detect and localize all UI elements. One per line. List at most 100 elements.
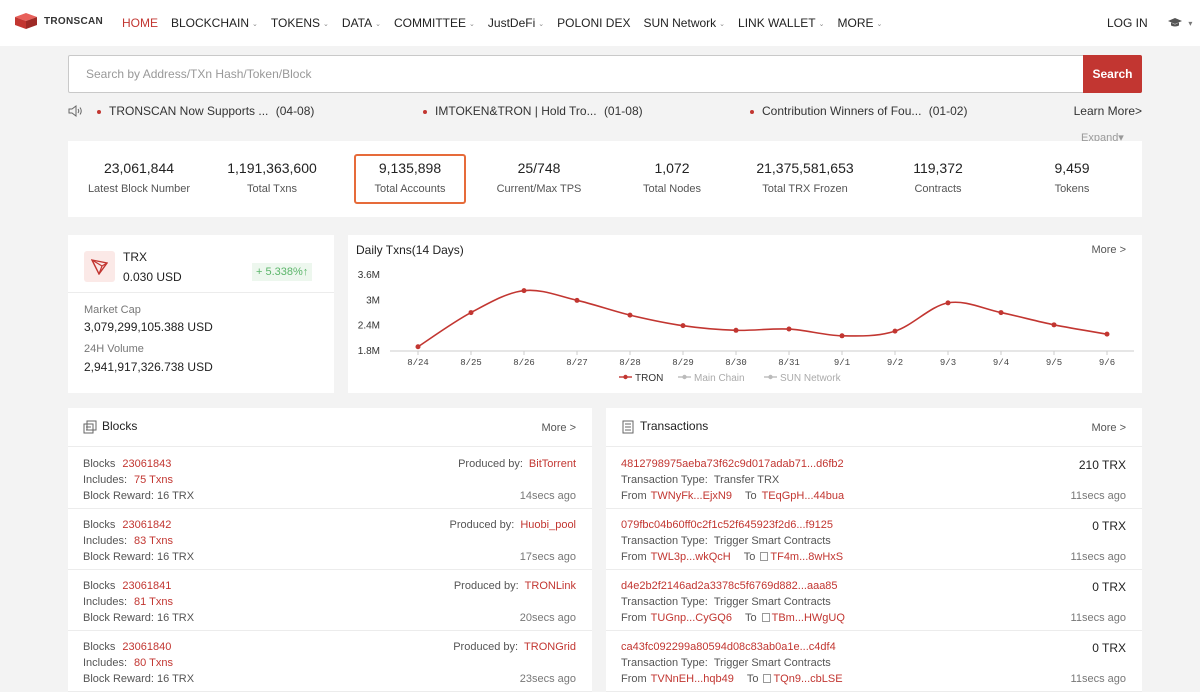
from-address-link[interactable]: TUGnp...CyGQ6 — [650, 612, 732, 624]
block-row[interactable]: Blocks 23061843 Includes: 75 Txns Block Rewa… — [68, 448, 592, 509]
chevron-down-icon: ▾ — [1188, 19, 1193, 28]
data-point[interactable] — [574, 297, 580, 303]
stat-tps[interactable]: 25/748 Current/Max TPS — [483, 154, 595, 204]
nav-item-tokens[interactable]: TOKENS ⌄ — [271, 16, 329, 30]
block-number-link[interactable]: 23061840 — [122, 641, 172, 653]
block-producer-link[interactable]: TRONLink — [524, 580, 576, 592]
data-point[interactable] — [998, 310, 1004, 316]
block-number-link[interactable]: 23061841 — [122, 580, 172, 592]
x-tick-label: 8/26 — [513, 358, 535, 368]
from-address-link[interactable]: TVNnEH...hqb49 — [650, 673, 734, 685]
data-point[interactable] — [1104, 331, 1110, 337]
legend-label[interactable]: Main Chain — [694, 373, 745, 384]
transaction-type: Transfer TRX — [713, 474, 780, 486]
nav-item-link-wallet[interactable]: LINK WALLET ⌄ — [738, 16, 824, 30]
block-txns-link[interactable]: 83 Txns — [134, 535, 173, 547]
stat-latest-block[interactable]: 23,061,844 Latest Block Number — [83, 154, 195, 204]
block-number-line: Blocks 23061840 — [83, 641, 171, 653]
transaction-row[interactable]: 4812798975aeba73f62c9d017adab71...d6fb2 T… — [606, 448, 1142, 509]
chart-more-link[interactable]: More > — [1091, 244, 1126, 256]
nav-item-data[interactable]: DATA ⌄ — [342, 16, 381, 30]
news-item[interactable]: TRONSCAN Now Supports ... (04-08) — [97, 104, 314, 118]
daily-txns-card: Daily Txns(14 Days) More > 1.8M 2.4M 3M 3.6… — [348, 235, 1142, 393]
block-number-line: Blocks 23061841 — [83, 580, 171, 592]
search-input[interactable] — [69, 56, 1084, 92]
learn-more-link[interactable]: Learn More> — [1073, 104, 1142, 118]
from-address-link[interactable]: TWL3p...wkQcH — [650, 551, 731, 563]
stat-contracts[interactable]: 119,372 Contracts — [882, 154, 994, 204]
stat-total-nodes[interactable]: 1,072 Total Nodes — [616, 154, 728, 204]
price-change-badge: + 5.338%↑ — [252, 263, 313, 281]
transaction-age: 11secs ago — [1070, 673, 1126, 685]
to-address-link[interactable]: TF4m...8wHxS — [760, 551, 843, 563]
data-point[interactable] — [1051, 322, 1057, 328]
data-point[interactable] — [839, 333, 845, 339]
stat-total-accounts[interactable]: 9,135,898 Total Accounts — [354, 154, 466, 204]
block-producer-link[interactable]: TRONGrid — [524, 641, 576, 653]
nav-item-label: DATA — [341, 16, 373, 30]
nav-item-justdefi[interactable]: JustDeFi ⌄ — [488, 16, 544, 30]
transaction-row[interactable]: ca43fc092299a80594d08c83ab0a1e...c4df4 Tr… — [606, 631, 1142, 692]
to-address-link[interactable]: TBm...HWgUQ — [761, 612, 845, 624]
transaction-amount: 0 TRX — [1092, 580, 1126, 594]
news-item[interactable]: Contribution Winners of Fou... (01-02) — [750, 104, 967, 118]
nav-item-sun-network[interactable]: SUN Network ⌄ — [643, 16, 725, 30]
legend-label[interactable]: SUN Network — [780, 373, 842, 384]
tronscan-logo[interactable]: TRONSCAN — [14, 12, 103, 30]
data-point[interactable] — [468, 310, 474, 316]
data-point[interactable] — [733, 327, 739, 333]
block-producer-link[interactable]: Huobi_pool — [520, 519, 576, 531]
block-txns-link[interactable]: 80 Txns — [134, 657, 173, 669]
data-point[interactable] — [680, 323, 686, 329]
to-address-link[interactable]: TEqGpH...44bua — [762, 490, 845, 502]
block-number-link[interactable]: 23061842 — [122, 519, 172, 531]
block-txns-link[interactable]: 75 Txns — [134, 474, 173, 486]
transaction-hash-link[interactable]: d4e2b2f2146ad2a3378c5f6769d882...aaa85 — [621, 580, 838, 592]
data-point[interactable] — [521, 288, 527, 294]
nav-item-poloni-dex[interactable]: POLONI DEX — [557, 16, 630, 30]
news-item[interactable]: IMTOKEN&TRON | Hold Tro... (01-08) — [423, 104, 643, 118]
market-cap-label: Market Cap — [84, 304, 141, 316]
nav-item-blockchain[interactable]: BLOCKCHAIN ⌄ — [171, 16, 258, 30]
legend-label[interactable]: TRON — [635, 373, 663, 384]
data-point[interactable] — [892, 328, 898, 334]
to-address-link[interactable]: TQn9...cbLSE — [763, 673, 843, 685]
transaction-row[interactable]: 079fbc04b60ff0c2f1c52f645923f2d6...f9125… — [606, 509, 1142, 570]
data-point[interactable] — [945, 300, 951, 306]
block-number-link[interactable]: 23061843 — [122, 458, 172, 470]
login-link[interactable]: LOG IN — [1107, 16, 1148, 30]
data-point[interactable] — [415, 344, 421, 350]
blocks-prefix: Blocks — [83, 580, 116, 592]
block-producer-link[interactable]: BitTorrent — [528, 458, 576, 470]
stat-tokens[interactable]: 9,459 Tokens — [1016, 154, 1128, 204]
panel-header: Blocks More > — [68, 408, 592, 447]
from-prefix: From — [621, 551, 647, 563]
bullet-dot — [423, 109, 427, 114]
block-row[interactable]: Blocks 23061840 Includes: 80 Txns Block Rewa… — [68, 631, 592, 692]
block-txns-link[interactable]: 81 Txns — [134, 596, 173, 608]
transactions-more-link[interactable]: More > — [1091, 422, 1126, 434]
blocks-more-link[interactable]: More > — [541, 422, 576, 434]
transaction-hash-link[interactable]: 4812798975aeba73f62c9d017adab71...d6fb2 — [621, 458, 844, 470]
block-row[interactable]: Blocks 23061841 Includes: 81 Txns Block Rewa… — [68, 570, 592, 631]
legend-marker — [623, 374, 628, 380]
transaction-hash-link[interactable]: ca43fc092299a80594d08c83ab0a1e...c4df4 — [621, 641, 836, 653]
x-tick-label: 9/1 — [834, 358, 850, 368]
to-prefix: To — [744, 612, 757, 624]
from-address-link[interactable]: TWNyFk...EjxN9 — [650, 490, 732, 502]
x-tick-label: 9/4 — [993, 358, 1009, 368]
data-point[interactable] — [627, 312, 633, 318]
nav-item-home[interactable]: HOME — [122, 16, 158, 30]
x-tick-label: 9/5 — [1046, 358, 1062, 368]
stat-trx-frozen[interactable]: 21,375,581,653 Total TRX Frozen — [749, 154, 861, 204]
transaction-hash-link[interactable]: 079fbc04b60ff0c2f1c52f645923f2d6...f9125 — [621, 519, 834, 531]
data-point[interactable] — [786, 326, 792, 332]
nav-item-more[interactable]: MORE ⌄ — [837, 16, 882, 30]
language-selector[interactable]: ▾ — [1168, 15, 1192, 29]
nav-item-committee[interactable]: COMMITTEE ⌄ — [394, 16, 475, 30]
nav-item-label: POLONI DEX — [557, 16, 631, 30]
block-row[interactable]: Blocks 23061842 Includes: 83 Txns Block Rewa… — [68, 509, 592, 570]
stat-total-txns[interactable]: 1,191,363,600 Total Txns — [216, 154, 328, 204]
transaction-row[interactable]: d4e2b2f2146ad2a3378c5f6769d882...aaa85 Tr… — [606, 570, 1142, 631]
search-button[interactable]: Search — [1083, 55, 1142, 93]
